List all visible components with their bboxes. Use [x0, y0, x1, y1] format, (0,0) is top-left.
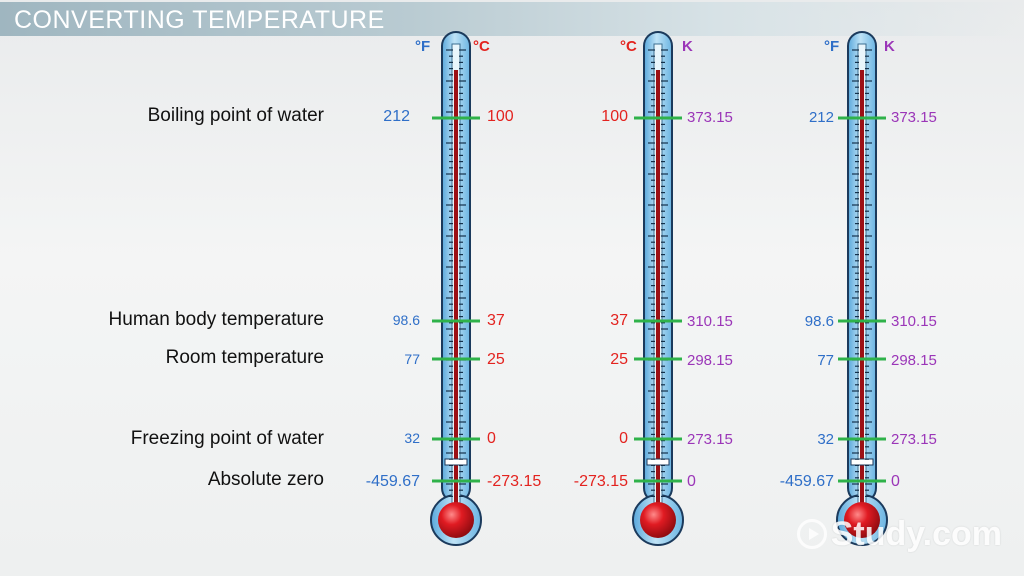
study-watermark: Study.com	[796, 515, 1002, 554]
watermark-text: Study.com	[830, 515, 1002, 553]
thermo2-left-absolute: -273.15	[573, 473, 628, 490]
thermo1-right-absolute: -273.15	[487, 473, 542, 490]
thermo1-left-absolute: -459.67	[365, 473, 420, 490]
play-icon	[796, 519, 827, 549]
thermo1-right-room: 25	[487, 351, 505, 368]
thermo3-left-unit: °F	[824, 38, 840, 55]
thermo1-left-freezing: 32	[404, 430, 420, 446]
label-room: Room temperature	[165, 347, 324, 368]
thermo2-right-boiling: 373.15	[687, 109, 733, 126]
thermo3-right-absolute: 0	[891, 473, 900, 490]
thermo2-right-room: 298.15	[687, 352, 733, 369]
thermometer-3	[836, 31, 888, 546]
thermo2-right-body: 310.15	[687, 313, 733, 330]
thermo3-left-absolute: -459.67	[779, 473, 834, 490]
thermo3-right-freezing: 273.15	[891, 431, 937, 448]
thermo3-right-unit: K	[884, 38, 895, 55]
thermo2-left-body: 37	[610, 312, 628, 329]
thermo2-left-unit: °C	[620, 38, 637, 55]
thermo3-left-boiling: 212	[808, 109, 834, 126]
title-bar: CONVERTING TEMPERATURE	[0, 2, 1024, 36]
thermo1-left-body: 98.6	[392, 312, 420, 328]
thermo3-left-room: 77	[817, 352, 834, 369]
label-absolute: Absolute zero	[207, 469, 324, 490]
thermo2-left-room: 25	[610, 351, 628, 368]
thermo1-right-freezing: 0	[487, 430, 496, 447]
thermo2-left-boiling: 100	[601, 108, 628, 125]
thermo1-left-boiling: 212	[383, 108, 410, 125]
thermo1-right-body: 37	[487, 312, 505, 329]
thermo1-left-unit: °F	[415, 38, 431, 55]
thermo2-right-absolute: 0	[687, 473, 696, 490]
thermometer-1	[430, 31, 482, 546]
thermo1-right-unit: °C	[473, 38, 490, 55]
thermo2-right-freezing: 273.15	[687, 431, 733, 448]
label-freezing: Freezing point of water	[130, 428, 324, 449]
thermo3-left-body: 98.6	[804, 313, 834, 330]
thermo3-right-boiling: 373.15	[891, 109, 937, 126]
thermo1-right-boiling: 100	[487, 108, 514, 125]
thermo3-right-body: 310.15	[891, 313, 937, 330]
page-title: CONVERTING TEMPERATURE	[14, 6, 385, 34]
label-boiling: Boiling point of water	[147, 105, 324, 126]
thermo2-left-freezing: 0	[619, 430, 628, 447]
thermo3-right-room: 298.15	[891, 352, 937, 369]
thermo1-left-room: 77	[404, 351, 420, 367]
label-body: Human body temperature	[108, 309, 324, 330]
thermo3-left-freezing: 32	[817, 431, 834, 448]
thermo2-right-unit: K	[682, 38, 693, 55]
thermometer-2	[632, 31, 684, 546]
